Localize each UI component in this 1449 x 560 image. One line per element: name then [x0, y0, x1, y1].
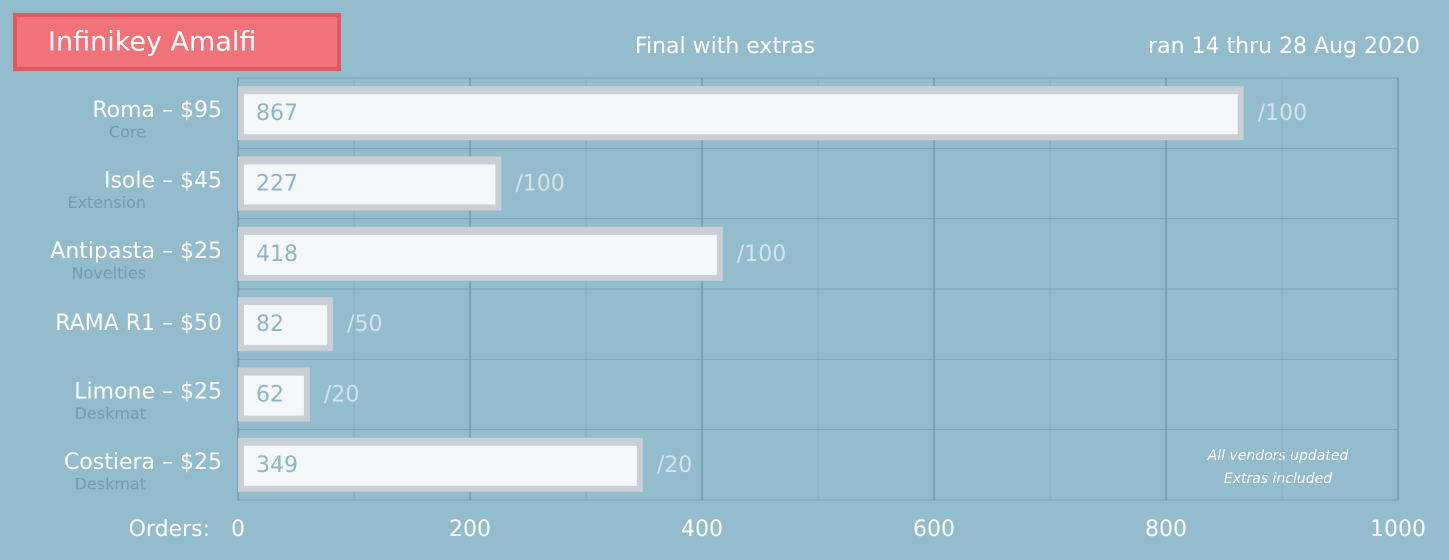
bar-face — [244, 94, 1238, 135]
annotation: All vendors updated — [1207, 448, 1349, 464]
x-tick-label: 0 — [231, 517, 245, 542]
value-label: 867 — [256, 101, 298, 126]
annotation: Extras included — [1224, 471, 1332, 487]
y-tick-label: Antipasta – $25 — [50, 239, 222, 264]
bar-face — [244, 305, 328, 346]
x-tick-label: 800 — [1145, 517, 1187, 542]
bar-face — [244, 375, 304, 416]
bar-face — [244, 445, 637, 486]
x-axis-label: Orders: — [129, 517, 210, 542]
value-label: 82 — [256, 312, 284, 337]
x-tick-label: 400 — [681, 517, 723, 542]
category-group: Deskmat — [75, 474, 146, 493]
x-tick-label: 600 — [913, 517, 955, 542]
value-label: 418 — [256, 242, 298, 267]
target-label: /100 — [515, 172, 564, 197]
category-group: Core — [109, 123, 146, 142]
y-tick-label: Roma – $95 — [92, 98, 222, 123]
subtitle: Final with extras — [635, 34, 815, 59]
value-label: 227 — [256, 172, 298, 197]
date-note: ran 14 thru 28 Aug 2020 — [1148, 34, 1420, 59]
chart-title: Infinikey Amalfi — [48, 27, 256, 58]
bar-face — [244, 234, 717, 275]
y-tick-label: Limone – $25 — [74, 380, 222, 405]
y-tick-label: Isole – $45 — [104, 169, 222, 194]
x-tick-label: 200 — [449, 517, 491, 542]
title-box — [17, 17, 337, 67]
category-group: Extension — [67, 193, 146, 212]
x-tick-label: 1000 — [1370, 517, 1426, 542]
target-label: /20 — [657, 453, 692, 478]
target-label: /20 — [324, 383, 359, 408]
value-label: 349 — [256, 453, 298, 478]
category-group: Novelties — [72, 263, 146, 282]
y-tick-label: RAMA R1 – $50 — [55, 311, 222, 336]
bar-face — [244, 164, 496, 205]
target-label: /50 — [347, 312, 382, 337]
y-tick-label: Costiera – $25 — [64, 450, 222, 475]
target-label: /100 — [737, 242, 786, 267]
target-label: /100 — [1258, 101, 1307, 126]
category-group: Deskmat — [75, 404, 146, 423]
value-label: 62 — [256, 383, 284, 408]
